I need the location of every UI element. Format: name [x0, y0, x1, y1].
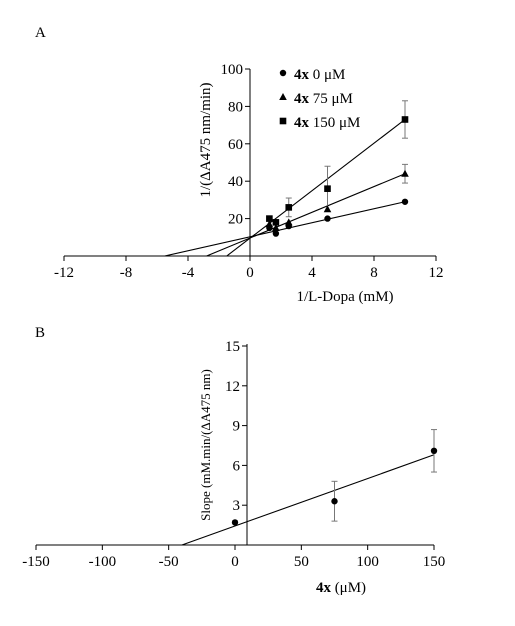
- data-point: [272, 223, 280, 231]
- panel-a: A -12 -8 -4 0 4 8 12 20 40 60 80 100 4x 0 μM 4x 75 …: [35, 25, 444, 305]
- panel-a-x-ticks: -12 -8 -4 0 4 8 12: [54, 256, 444, 281]
- x-tick-label: 0: [231, 554, 239, 570]
- data-point: [266, 215, 273, 222]
- panel-b-points: [231, 447, 438, 526]
- x-tick-label: -4: [182, 265, 195, 281]
- panel-a-legend: 4x 0 μM 4x 75 μM 4x 150 μM: [279, 67, 360, 131]
- x-tick-label: -50: [159, 554, 179, 570]
- data-point: [284, 218, 293, 226]
- panel-b-label: B: [35, 325, 45, 341]
- x-tick-label: -12: [54, 265, 74, 281]
- y-tick-label: 40: [228, 174, 243, 190]
- fit-line: [226, 119, 406, 257]
- y-tick-label: 6: [233, 458, 241, 474]
- data-point: [401, 116, 409, 123]
- legend-marker: [279, 117, 287, 125]
- x-tick-label: -8: [120, 265, 133, 281]
- panel-b-x-label-rest: (μM): [331, 580, 366, 596]
- data-point: [324, 185, 331, 192]
- data-point: [265, 220, 274, 228]
- data-point: [331, 498, 338, 505]
- panel-b-x-label-bold: 4x: [316, 580, 332, 596]
- y-tick-label: 100: [221, 62, 244, 78]
- data-point: [324, 215, 331, 222]
- fit-line: [181, 454, 435, 546]
- fit-line: [206, 173, 406, 257]
- panel-b-x-ticks: -150 -100 -50 0 50 100 150: [22, 545, 445, 570]
- legend-marker: [279, 69, 287, 77]
- y-tick-label: 80: [228, 99, 243, 115]
- data-point: [401, 169, 409, 177]
- x-tick-label: -150: [22, 554, 50, 570]
- legend-entry: 4x 150 μM: [294, 115, 360, 131]
- data-point: [272, 219, 280, 226]
- y-tick-label: 15: [225, 339, 240, 355]
- legend-entry: 4x 0 μM: [294, 67, 345, 83]
- panel-a-y-label: 1/(ΔA475 nm/min): [198, 82, 214, 197]
- y-tick-label: 60: [228, 137, 243, 153]
- data-point: [430, 447, 438, 455]
- panel-a-y-ticks: 20 40 60 80 100: [221, 62, 250, 228]
- x-tick-label: 8: [370, 265, 378, 281]
- panel-a-x-label: 1/L-Dopa (mM): [296, 289, 393, 305]
- x-tick-label: -100: [89, 554, 117, 570]
- legend-marker: [279, 93, 287, 100]
- x-tick-label: 150: [423, 554, 446, 570]
- panel-a-points: [265, 116, 409, 237]
- y-tick-label: 3: [233, 498, 241, 514]
- x-tick-label: 50: [294, 554, 309, 570]
- x-tick-label: 4: [308, 265, 316, 281]
- y-tick-label: 9: [233, 419, 241, 435]
- data-point: [285, 204, 293, 211]
- x-tick-label: 0: [246, 265, 254, 281]
- panel-b: B -150 -100 -50 0 50 100 150 3 6 9 12 15 4x (μM) S…: [22, 325, 445, 596]
- panel-b-error-bars: [331, 429, 437, 522]
- x-tick-label: 12: [429, 265, 444, 281]
- panel-b-x-label: 4x (μM): [316, 580, 366, 596]
- panel-b-fit-line: [181, 454, 435, 546]
- data-point: [231, 519, 239, 526]
- data-point: [272, 230, 280, 237]
- y-tick-label: 20: [228, 212, 243, 228]
- data-point: [323, 205, 332, 213]
- legend-entry: 4x 75 μM: [294, 91, 353, 107]
- y-tick-label: 12: [225, 379, 240, 395]
- panel-b-y-label: Slope (mM.min/(ΔA475 nm): [198, 369, 213, 521]
- panel-b-y-ticks: 3 6 9 12 15: [225, 339, 247, 514]
- panel-a-fit-lines: [164, 119, 406, 257]
- x-tick-label: 100: [356, 554, 379, 570]
- fit-line: [164, 201, 406, 257]
- data-point: [401, 198, 409, 205]
- panel-a-label: A: [35, 25, 46, 41]
